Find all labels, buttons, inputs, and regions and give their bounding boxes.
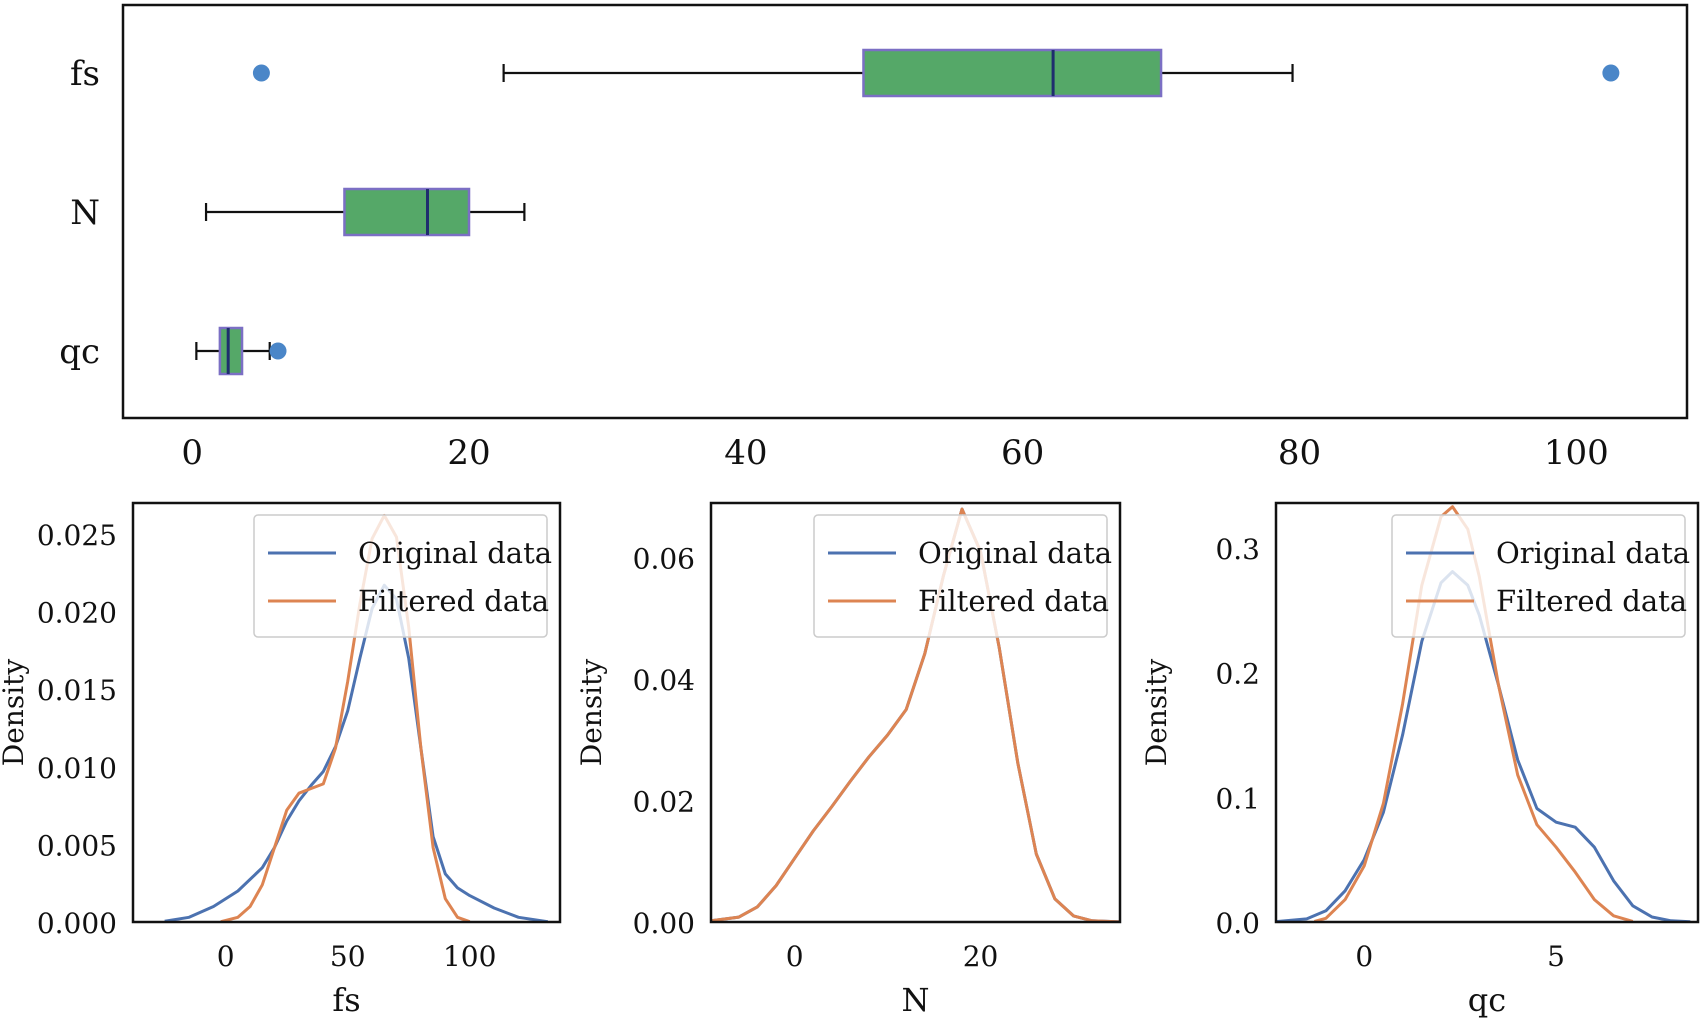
xtick-label-n-0: 0 xyxy=(786,940,804,973)
xtick-label-0: 0 xyxy=(181,433,203,473)
ytick-label-fs: fs xyxy=(70,54,100,94)
ytick-label-n-2: 0.04 xyxy=(633,664,695,697)
kde-line-n-filtered-data xyxy=(711,507,1120,922)
ylabel-n: Density xyxy=(575,659,608,767)
legend-label-qc-filtered-data: Filtered data xyxy=(1496,584,1687,618)
kde-frame-n xyxy=(709,501,1122,924)
xtick-label-fs-0: 0 xyxy=(217,940,235,973)
kde-frame-fs xyxy=(131,501,562,924)
ytick-label-fs-2: 0.010 xyxy=(37,752,117,785)
legend-label-n-original-data: Original data xyxy=(918,536,1112,570)
xtick-label-100: 100 xyxy=(1544,433,1609,473)
ytick-label-qc: qc xyxy=(59,332,100,372)
legend-box-qc xyxy=(1391,514,1686,638)
kde-frame-qc xyxy=(1274,501,1700,924)
legend-label-qc-original-data: Original data xyxy=(1496,536,1690,570)
xtick-label-fs-50: 50 xyxy=(330,940,366,973)
xtick-label-20: 20 xyxy=(447,433,490,473)
xlabel-qc: qc xyxy=(1468,981,1506,1019)
kde-line-fs-original-data xyxy=(164,583,549,922)
box-fs xyxy=(862,48,1163,98)
box-plot-panel: fs Nqc 0 20 40 60 80 100 xyxy=(59,3,1689,473)
kde-panel-fs: 0.000 0.005 0.010 0.015 0.020 0.025 0 50 100 fs De… xyxy=(0,501,562,1019)
xtick-label-qc-0: 0 xyxy=(1355,940,1373,973)
ylabel-fs: Density xyxy=(0,659,30,767)
legend-label-n-filtered-data: Filtered data xyxy=(918,584,1109,618)
legend-box-fs xyxy=(253,514,548,638)
box-qc xyxy=(218,326,244,376)
xtick-label-n-20: 20 xyxy=(963,940,999,973)
xtick-label-40: 40 xyxy=(724,433,767,473)
legend-label-fs-filtered-data: Filtered data xyxy=(358,584,549,618)
box-plot-frame xyxy=(121,3,1689,420)
legend-box-n xyxy=(813,514,1108,638)
ytick-label-fs-1: 0.005 xyxy=(37,829,117,862)
ytick-label-qc-0: 0.0 xyxy=(1215,907,1260,940)
ytick-label-n-0: 0.00 xyxy=(633,907,695,940)
flier-fs-0 xyxy=(252,64,270,82)
xlabel-fs: fs xyxy=(332,981,360,1019)
xtick-label-60: 60 xyxy=(1001,433,1044,473)
ytick-label-n-1: 0.02 xyxy=(633,786,695,819)
ytick-label-qc-1: 0.1 xyxy=(1215,782,1260,815)
box-n xyxy=(343,187,471,237)
flier-fs-1 xyxy=(1602,64,1620,82)
xtick-label-80: 80 xyxy=(1278,433,1321,473)
xlabel-n: N xyxy=(902,981,930,1019)
flier-qc-0 xyxy=(269,342,287,360)
ytick-label-qc-3: 0.3 xyxy=(1215,533,1260,566)
ytick-label-qc-2: 0.2 xyxy=(1215,658,1260,691)
ytick-label-fs-4: 0.020 xyxy=(37,597,117,630)
ytick-label-n: N xyxy=(70,193,100,233)
ytick-label-fs-0: 0.000 xyxy=(37,907,117,940)
ylabel-qc: Density xyxy=(1140,659,1173,767)
ytick-label-n-3: 0.06 xyxy=(633,543,695,576)
kde-panel-qc: 0.0 0.1 0.2 0.3 0 5 qc Density Original data Filt… xyxy=(1140,501,1700,1019)
kde-panel-n: 0.00 0.02 0.04 0.06 0 20 N Density Original data… xyxy=(575,501,1122,1019)
xtick-label-fs-100: 100 xyxy=(443,940,496,973)
xtick-label-qc-5: 5 xyxy=(1547,940,1565,973)
ytick-label-fs-5: 0.025 xyxy=(37,519,117,552)
legend-label-fs-original-data: Original data xyxy=(358,536,552,570)
ytick-label-fs-3: 0.015 xyxy=(37,674,117,707)
kde-line-fs-filtered-data xyxy=(220,513,471,922)
